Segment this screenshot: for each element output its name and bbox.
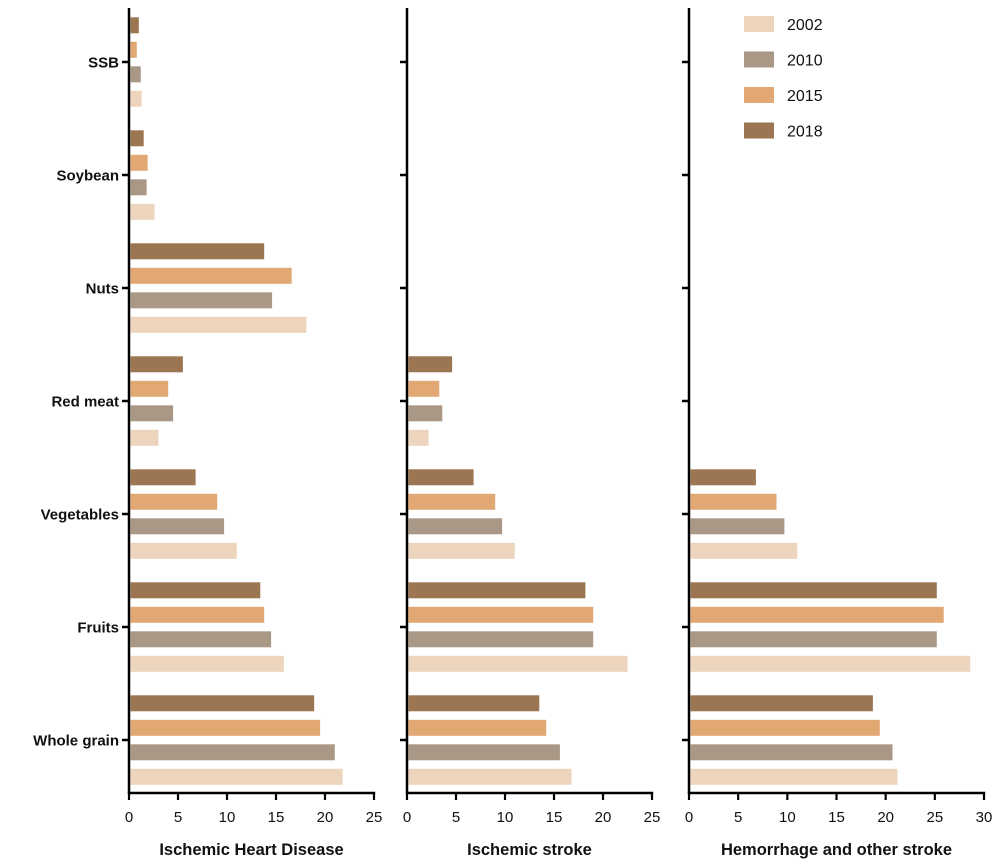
- bar-panel1-soybean-2015: [130, 154, 148, 171]
- bar-panel3-whole-grain-2018: [690, 695, 873, 712]
- x-tick-label-panel1-0: 0: [125, 809, 133, 826]
- legend-label-2010: 2010: [787, 53, 823, 70]
- bar-panel1-ssb-2018: [130, 17, 139, 34]
- bar-panel1-soybean-2002: [130, 203, 155, 220]
- x-tick-label-panel3-15: 15: [828, 809, 845, 826]
- x-tick-label-panel1-5: 5: [174, 809, 182, 826]
- x-tick-label-panel3-30: 30: [976, 809, 993, 826]
- bar-panel2-fruits-2018: [408, 582, 586, 599]
- bar-panel1-red-meat-2002: [130, 429, 159, 446]
- bar-panel2-whole-grain-2010: [408, 744, 560, 761]
- bar-panel1-ssb-2002: [130, 90, 142, 107]
- x-tick-label-panel3-20: 20: [877, 809, 894, 826]
- bar-panel1-whole-grain-2015: [130, 719, 321, 736]
- bar-panel1-soybean-2018: [130, 130, 144, 147]
- bar-panel1-soybean-2010: [130, 179, 147, 196]
- category-label-soybean: Soybean: [56, 168, 119, 185]
- bar-panel1-red-meat-2018: [130, 356, 183, 373]
- bar-panel2-red-meat-2015: [408, 380, 440, 397]
- legend-label-2018: 2018: [787, 124, 823, 141]
- bar-panel1-vegetables-2002: [130, 542, 237, 559]
- bar-panel1-nuts-2015: [130, 267, 292, 284]
- bar-panel1-vegetables-2018: [130, 469, 196, 486]
- x-tick-label-panel2-0: 0: [403, 809, 411, 826]
- bar-panel2-vegetables-2002: [408, 542, 515, 559]
- bar-panel1-nuts-2010: [130, 292, 273, 309]
- x-tick-label-panel3-25: 25: [926, 809, 943, 826]
- x-axis-title-panel1: Ischemic Heart Disease: [159, 841, 343, 859]
- legend-label-2015: 2015: [787, 88, 823, 105]
- bar-panel2-vegetables-2010: [408, 518, 503, 535]
- x-tick-label-panel1-15: 15: [268, 809, 285, 826]
- bar-panel1-ssb-2015: [130, 41, 137, 58]
- x-tick-label-panel2-15: 15: [546, 809, 563, 826]
- x-axis-title-panel2: Ischemic stroke: [467, 841, 592, 859]
- x-tick-label-panel1-25: 25: [366, 809, 383, 826]
- category-label-vegetables: Vegetables: [41, 507, 119, 524]
- bar-panel1-nuts-2018: [130, 243, 265, 260]
- bar-panel2-whole-grain-2015: [408, 719, 547, 736]
- x-tick-label-panel2-5: 5: [452, 809, 460, 826]
- bar-panel2-red-meat-2018: [408, 356, 453, 373]
- legend-swatch-2002: [744, 16, 774, 32]
- bar-panel2-vegetables-2015: [408, 493, 496, 510]
- bar-panel3-vegetables-2018: [690, 469, 756, 486]
- legend-swatch-2010: [744, 51, 774, 68]
- bar-panel2-fruits-2002: [408, 655, 628, 672]
- bar-panel3-whole-grain-2015: [690, 719, 880, 736]
- bar-panel3-vegetables-2002: [690, 542, 798, 559]
- bar-panel3-fruits-2010: [690, 631, 937, 648]
- category-label-ssb: SSB: [88, 55, 119, 72]
- bar-panel1-vegetables-2010: [130, 518, 225, 535]
- legend-label-2002: 2002: [787, 17, 823, 34]
- bar-panel1-fruits-2010: [130, 631, 272, 648]
- bar-panel2-fruits-2015: [408, 606, 594, 623]
- bar-panel2-whole-grain-2018: [408, 695, 540, 712]
- bar-panel1-whole-grain-2018: [130, 695, 315, 712]
- bar-panel3-fruits-2015: [690, 606, 944, 623]
- bar-panel3-whole-grain-2002: [690, 768, 898, 785]
- bar-panel3-fruits-2018: [690, 582, 937, 599]
- x-axis-title-panel3: Hemorrhage and other stroke: [721, 841, 952, 859]
- x-tick-label-panel3-0: 0: [685, 809, 693, 826]
- bar-panel2-fruits-2010: [408, 631, 594, 648]
- bar-panel1-whole-grain-2010: [130, 744, 335, 761]
- x-tick-label-panel2-25: 25: [644, 809, 661, 826]
- category-label-nuts: Nuts: [86, 281, 119, 298]
- bar-panel3-fruits-2002: [690, 655, 971, 672]
- bar-panel1-fruits-2018: [130, 582, 261, 599]
- category-label-red-meat: Red meat: [51, 394, 119, 411]
- bar-panel1-vegetables-2015: [130, 493, 218, 510]
- bar-panel1-whole-grain-2002: [130, 768, 343, 785]
- bar-panel1-red-meat-2015: [130, 380, 169, 397]
- category-label-fruits: Fruits: [77, 620, 119, 637]
- bar-panel2-vegetables-2018: [408, 469, 474, 486]
- bar-panel3-vegetables-2010: [690, 518, 785, 535]
- bar-panel1-nuts-2002: [130, 316, 307, 333]
- bar-panel3-vegetables-2015: [690, 493, 777, 510]
- x-tick-label-panel3-5: 5: [734, 809, 742, 826]
- bar-panel3-whole-grain-2010: [690, 744, 893, 761]
- bar-panel2-whole-grain-2002: [408, 768, 572, 785]
- bar-panel2-red-meat-2002: [408, 429, 429, 446]
- bar-panel1-red-meat-2010: [130, 405, 174, 422]
- legend-swatch-2018: [744, 122, 774, 139]
- legend-swatch-2015: [744, 87, 774, 103]
- bar-panel1-ssb-2010: [130, 66, 141, 83]
- x-tick-label-panel1-10: 10: [219, 809, 236, 826]
- x-tick-label-panel1-20: 20: [317, 809, 334, 826]
- x-tick-label-panel3-10: 10: [779, 809, 796, 826]
- x-tick-label-panel2-10: 10: [497, 809, 514, 826]
- bar-panel1-fruits-2015: [130, 606, 265, 623]
- bar-panel1-fruits-2002: [130, 655, 284, 672]
- bar-panel2-red-meat-2010: [408, 405, 443, 422]
- x-tick-label-panel2-20: 20: [595, 809, 612, 826]
- category-label-whole-grain: Whole grain: [33, 733, 119, 750]
